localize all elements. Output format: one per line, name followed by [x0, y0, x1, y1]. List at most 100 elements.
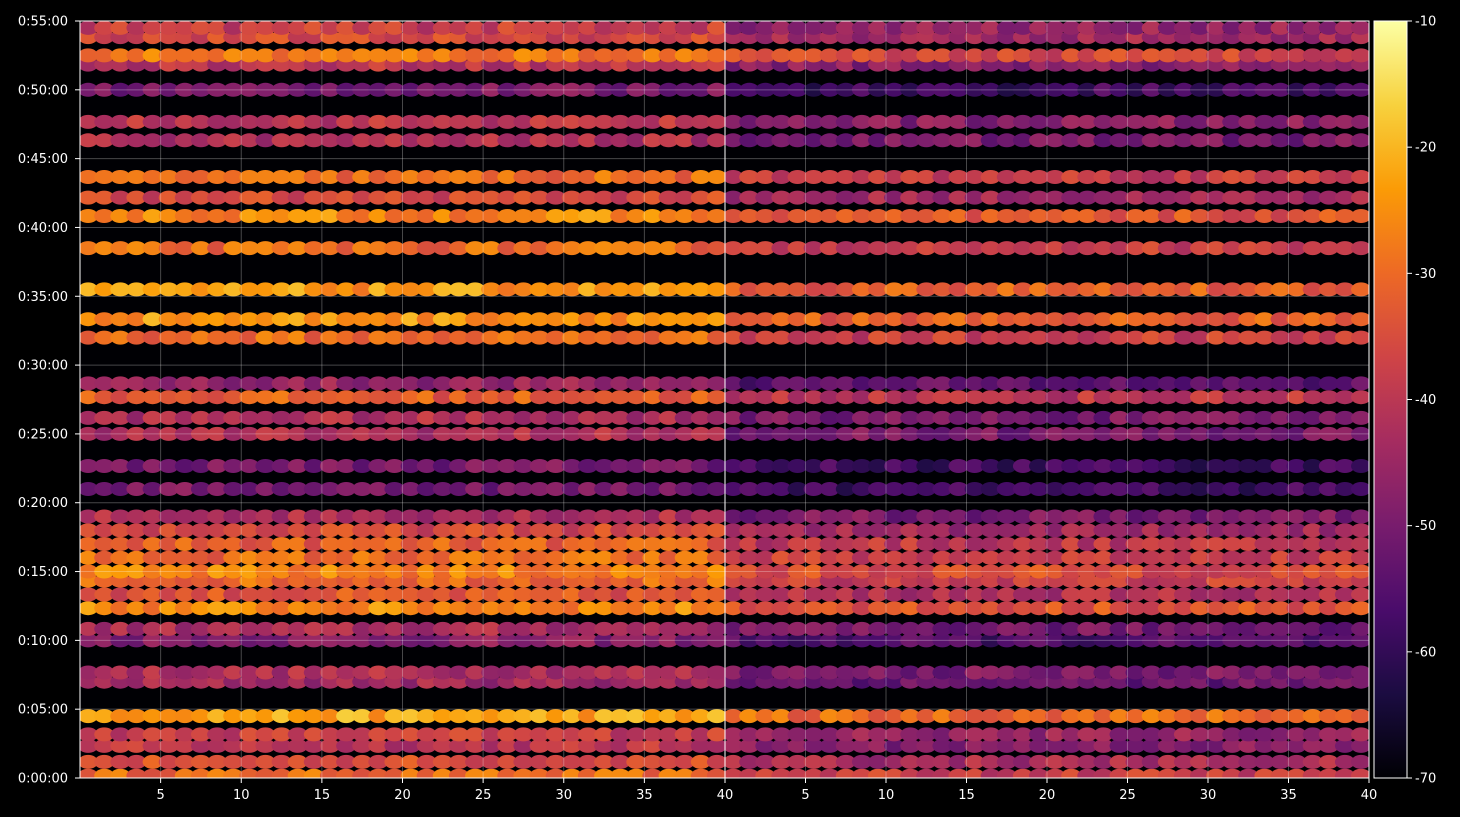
heatmap-cell	[497, 509, 518, 524]
heatmap-cell	[1077, 459, 1098, 473]
heatmap-cell	[1109, 738, 1130, 753]
heatmap-cell	[529, 48, 550, 63]
heatmap-cell	[384, 330, 405, 345]
heatmap-cell	[594, 537, 615, 551]
heatmap-cell	[755, 426, 776, 441]
heatmap-cell	[577, 768, 598, 778]
heatmap-cell	[819, 482, 840, 496]
heatmap-cell	[223, 459, 244, 473]
heatmap-cell	[803, 21, 824, 35]
heatmap-cell	[964, 550, 985, 565]
heatmap-cell	[1318, 633, 1339, 648]
heatmap-cell	[725, 21, 744, 35]
heatmap-cell	[725, 509, 744, 524]
heatmap-cell	[980, 312, 1001, 327]
heatmap-cell	[1351, 282, 1369, 297]
heatmap-cell	[1238, 768, 1259, 778]
heatmap-cell	[1190, 727, 1210, 742]
heatmap-cell	[432, 190, 453, 205]
heatmap-cell	[126, 727, 147, 742]
heatmap-cell	[980, 376, 1001, 391]
heatmap-cell	[207, 727, 228, 742]
heatmap-cell	[529, 754, 550, 769]
heatmap-cell	[626, 312, 647, 327]
heatmap-cell	[916, 390, 937, 405]
heatmap-cell	[1173, 241, 1194, 256]
heatmap-cell	[319, 727, 340, 742]
heatmap-cell	[1061, 537, 1082, 551]
heatmap-cell	[1173, 621, 1194, 636]
heatmap-cell	[1029, 537, 1049, 551]
heatmap-cell	[1157, 754, 1178, 769]
heatmap-cell	[158, 768, 179, 778]
heatmap-cell	[1254, 459, 1275, 473]
heatmap-cell	[1206, 330, 1226, 345]
heatmap-cell	[1012, 21, 1033, 35]
heatmap-cell	[900, 376, 921, 391]
heatmap-cell	[1302, 537, 1323, 551]
heatmap-cell	[916, 241, 937, 256]
heatmap-cell	[739, 209, 760, 223]
heatmap-cell	[1206, 114, 1226, 129]
heatmap-cell	[884, 170, 905, 184]
heatmap-cell	[835, 665, 856, 680]
heatmap-cell	[948, 727, 969, 742]
heatmap-cell	[1093, 133, 1114, 148]
heatmap-cell	[497, 82, 518, 97]
heatmap-cell	[674, 330, 695, 345]
heatmap-cell	[642, 564, 663, 579]
heatmap-cell	[271, 376, 292, 391]
heatmap-cell	[626, 738, 647, 753]
heatmap-cell	[190, 754, 211, 769]
heatmap-cell	[1125, 133, 1146, 148]
heatmap-cell	[868, 601, 888, 616]
heatmap-cell	[336, 459, 357, 473]
heatmap-cell	[207, 768, 228, 778]
heatmap-cell	[561, 209, 582, 223]
x-tick-label: 35	[1280, 788, 1297, 803]
heatmap-cell	[432, 633, 453, 648]
heatmap-cell	[1125, 459, 1146, 473]
heatmap-cell	[1012, 768, 1033, 778]
heatmap-cell	[271, 601, 292, 616]
heatmap-cell	[868, 114, 888, 129]
heatmap-cell	[126, 665, 147, 680]
heatmap-cell	[884, 190, 905, 205]
y-tick-label: 0:00:00	[18, 772, 68, 787]
heatmap-cell	[1318, 550, 1339, 565]
heatmap-cell	[964, 727, 985, 742]
heatmap-cell	[610, 550, 631, 565]
heatmap-cell	[207, 459, 228, 473]
heatmap-cell	[1238, 114, 1259, 129]
heatmap-cell	[448, 114, 469, 129]
heatmap-cell	[642, 82, 663, 97]
heatmap-cell	[819, 114, 840, 129]
heatmap-cell	[1173, 738, 1194, 753]
heatmap-cell	[803, 665, 824, 680]
heatmap-cell	[416, 537, 437, 551]
heatmap-cell	[303, 209, 324, 223]
heatmap-cell	[690, 665, 711, 680]
heatmap-cell	[110, 410, 131, 425]
heatmap-cell	[1190, 523, 1210, 538]
heatmap-cell	[239, 537, 260, 551]
heatmap-cell	[916, 633, 937, 648]
heatmap-cell	[1238, 133, 1259, 148]
heatmap-cell	[174, 523, 195, 538]
heatmap-cell	[787, 509, 808, 524]
heatmap-cell	[1045, 410, 1065, 425]
heatmap-cell	[465, 82, 486, 97]
heatmap-cell	[481, 550, 502, 565]
heatmap-cell	[1351, 482, 1369, 496]
heatmap-cell	[432, 482, 453, 496]
heatmap-cell	[513, 482, 534, 496]
heatmap-cell	[932, 550, 953, 565]
heatmap-cell	[400, 768, 421, 778]
heatmap-cell	[303, 312, 324, 327]
heatmap-cell	[207, 550, 228, 565]
heatmap-cell	[706, 426, 725, 441]
heatmap-cell	[1109, 282, 1130, 297]
heatmap-cell	[416, 601, 437, 616]
heatmap-cell	[190, 738, 211, 753]
heatmap-cell	[110, 587, 131, 602]
